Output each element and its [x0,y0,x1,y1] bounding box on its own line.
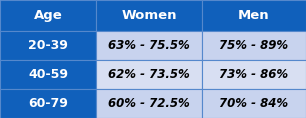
Text: 60-79: 60-79 [28,97,68,110]
Text: Women: Women [121,9,177,22]
Text: 73% - 86%: 73% - 86% [219,68,289,81]
Bar [96,31,202,60]
Bar [202,89,306,118]
Bar [0,31,96,60]
Bar [96,89,202,118]
Text: Men: Men [238,9,270,22]
Text: 20-39: 20-39 [28,39,68,52]
Text: 70% - 84%: 70% - 84% [219,97,289,110]
Bar [202,31,306,60]
Text: Age: Age [34,9,62,22]
Bar [0,0,96,31]
Text: 40-59: 40-59 [28,68,68,81]
Text: 75% - 89%: 75% - 89% [219,39,289,52]
Text: 60% - 72.5%: 60% - 72.5% [108,97,190,110]
Bar [202,0,306,31]
Bar [202,60,306,89]
Bar [96,60,202,89]
Bar [0,60,96,89]
Text: 62% - 73.5%: 62% - 73.5% [108,68,190,81]
Bar [96,0,202,31]
Bar [0,89,96,118]
Text: 63% - 75.5%: 63% - 75.5% [108,39,190,52]
